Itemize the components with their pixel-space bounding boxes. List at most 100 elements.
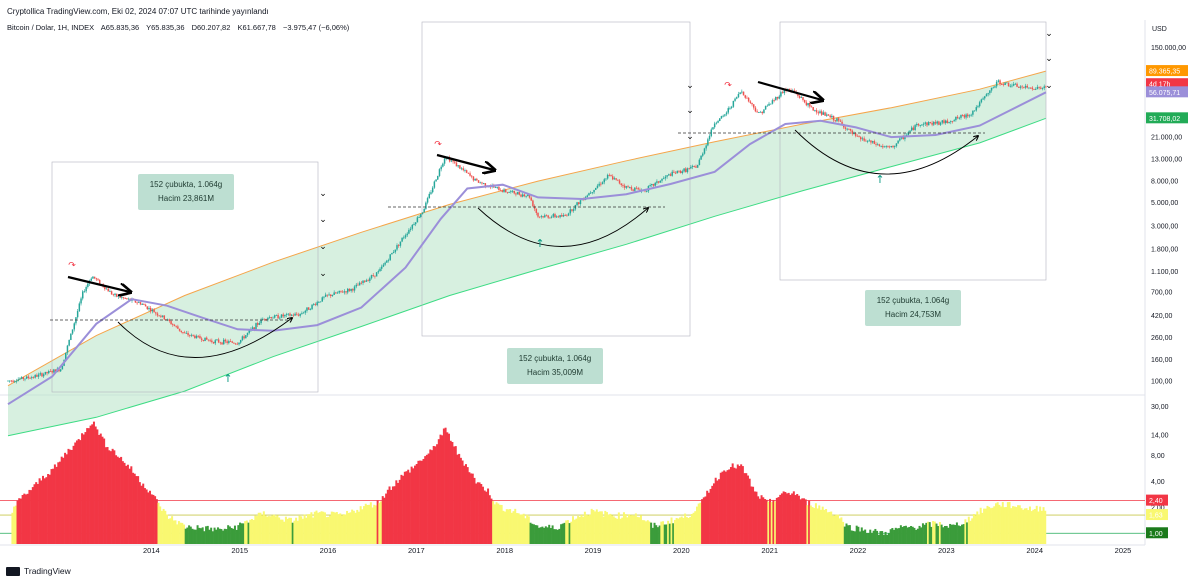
oscillator-bar — [668, 523, 671, 544]
oscillator-bar — [410, 466, 413, 544]
candle-body — [678, 170, 680, 172]
oscillator-bar — [514, 508, 517, 544]
candle-body — [659, 180, 662, 183]
oscillator-bar — [950, 524, 953, 544]
candle-body — [452, 160, 454, 162]
tradingview-brand[interactable]: TradingView — [6, 566, 71, 576]
oscillator-bar — [765, 499, 768, 544]
oscillator-bar — [993, 506, 996, 544]
oscillator-bar — [164, 510, 167, 544]
oscillator-bar — [1015, 507, 1018, 544]
candle-body — [797, 93, 799, 96]
oscillator-bar — [915, 529, 918, 544]
candle-body — [953, 120, 955, 122]
candle-body — [282, 314, 284, 317]
candle-body — [510, 191, 512, 193]
oscillator-bar — [942, 527, 945, 544]
oscillator-bar — [278, 517, 281, 544]
candle-body — [14, 381, 16, 383]
oscillator-bar — [869, 529, 872, 544]
candle-body — [696, 164, 699, 168]
candle-body — [229, 341, 232, 342]
candle-body — [863, 138, 865, 141]
candle-body — [674, 172, 677, 174]
oscillator-bar — [555, 529, 558, 544]
oscillator-bar — [527, 516, 530, 544]
oscillator-bar — [111, 448, 114, 544]
oscillator-bar — [478, 482, 481, 544]
oscillator-bar — [189, 526, 192, 544]
candle-body — [345, 291, 347, 293]
oscillator-bar — [62, 457, 65, 544]
candle-body — [803, 99, 806, 103]
oscillator-bar — [529, 522, 532, 544]
candle-body — [397, 245, 400, 246]
oscillator-bar — [944, 526, 947, 544]
candle-body — [589, 192, 592, 194]
candle-body — [1028, 87, 1030, 89]
candle-body — [781, 92, 784, 94]
candle-body — [17, 379, 19, 381]
candle-body — [297, 314, 300, 316]
oscillator-bar — [932, 520, 935, 544]
oscillator-bar — [38, 478, 41, 544]
candle-body — [975, 107, 978, 111]
candle-body — [764, 106, 767, 110]
oscillator-bar — [332, 511, 335, 544]
oscillator-bar — [617, 512, 620, 544]
candle-body — [292, 314, 295, 316]
oscillator-bar — [801, 498, 804, 544]
oscillator-bar — [194, 529, 197, 544]
candle-body — [136, 302, 138, 304]
candle-body — [907, 132, 910, 136]
oscillator-bar — [903, 526, 906, 544]
oscillator-bar — [667, 520, 670, 544]
candle-body — [533, 206, 536, 209]
candle-body — [360, 282, 363, 284]
candle-body — [216, 339, 218, 341]
candle-body — [992, 87, 995, 89]
candle-body — [685, 168, 687, 173]
candle-body — [994, 86, 996, 88]
oscillator-bar — [928, 522, 931, 544]
candle-body — [989, 90, 991, 94]
oscillator-bar — [103, 438, 106, 544]
candle-body — [593, 189, 595, 193]
oscillator-bar — [349, 512, 352, 544]
oscillator-bar — [470, 473, 473, 544]
candle-body — [379, 268, 381, 272]
oscillator-bar — [580, 515, 583, 544]
symbol-name: Bitcoin / Dolar, 1H, INDEX — [7, 23, 95, 32]
candle-body — [897, 140, 899, 144]
oscillator-bar — [612, 516, 615, 544]
oscillator-bar — [233, 525, 236, 544]
time-tick-label: 2018 — [496, 546, 513, 555]
osc-label-bg — [1146, 527, 1168, 539]
candle-body — [776, 97, 779, 99]
candle-body — [469, 173, 471, 176]
candle-body — [900, 136, 903, 139]
oscillator-bar — [510, 512, 513, 544]
oscillator-bar — [442, 428, 445, 544]
candle-body — [209, 340, 211, 342]
oscillator-bar — [954, 525, 957, 544]
oscillator-bar — [458, 453, 461, 544]
candle-body — [673, 171, 675, 173]
candle-body — [168, 319, 171, 322]
candle-body — [323, 296, 325, 298]
candle-body — [566, 215, 568, 217]
oscillator-bar — [786, 493, 789, 544]
oscillator-bar — [223, 528, 226, 544]
oscillator-bar — [368, 504, 371, 544]
candle-body — [187, 332, 189, 336]
oscillator-bar — [736, 464, 739, 544]
oscillator-bar — [495, 502, 498, 544]
oscillator-bar — [952, 524, 955, 544]
oscillator-bar — [374, 505, 377, 544]
oscillator-bar — [154, 496, 157, 544]
oscillator-bar — [916, 528, 919, 544]
oscillator-bar — [449, 440, 452, 544]
candle-body — [926, 122, 928, 126]
oscillator-bar — [473, 477, 476, 544]
oscillator-bar — [475, 483, 478, 544]
